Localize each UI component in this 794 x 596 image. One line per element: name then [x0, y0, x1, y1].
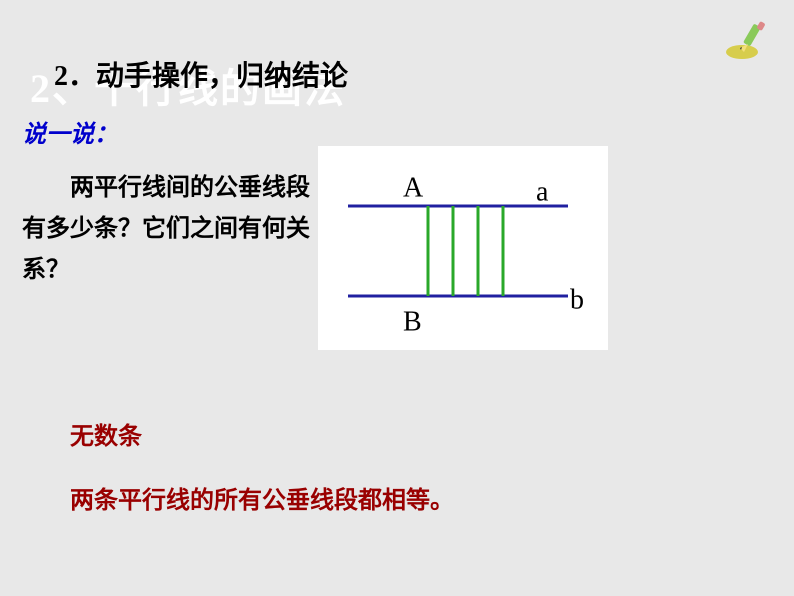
section-heading: 2．动手操作，归纳结论	[54, 54, 348, 94]
answer-line-1: 无数条	[70, 416, 142, 451]
svg-text:B: B	[403, 306, 422, 337]
svg-text:b: b	[570, 284, 584, 315]
answer-line-2: 两条平行线的所有公垂线段都相等。	[70, 480, 454, 515]
svg-text:A: A	[403, 172, 424, 203]
sub-heading: 说一说：	[22, 114, 118, 149]
svg-text:a: a	[536, 176, 549, 207]
pencil-icon	[722, 20, 770, 62]
question-body: 两平行线间的公垂线段有多少条？它们之间有何关系？	[22, 168, 312, 290]
parallel-lines-diagram: Aa Bb	[318, 146, 608, 350]
